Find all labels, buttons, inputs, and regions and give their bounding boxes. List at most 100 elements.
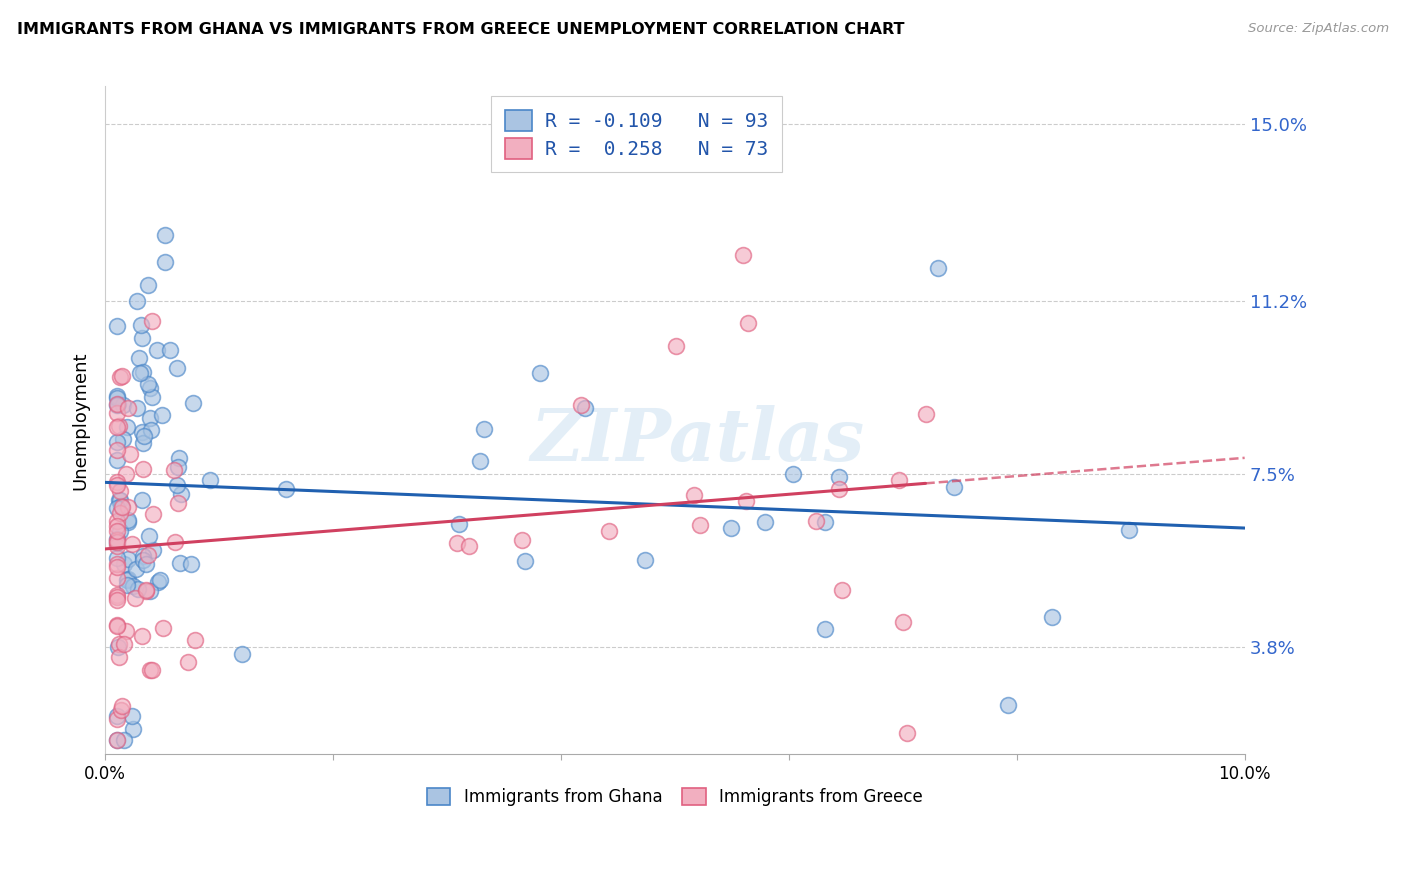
Point <box>105 524 128 539</box>
Point <box>105 590 128 604</box>
Point <box>121 709 143 723</box>
Point <box>598 524 620 538</box>
Point <box>141 663 163 677</box>
Point <box>155 227 177 242</box>
Point <box>135 582 157 597</box>
Point <box>828 483 851 497</box>
Point <box>828 470 851 484</box>
Point <box>831 583 853 598</box>
Point <box>115 420 138 434</box>
Point <box>105 570 128 584</box>
Point <box>108 650 131 665</box>
Point <box>734 493 756 508</box>
Point <box>169 557 191 571</box>
Point <box>107 640 129 654</box>
Point <box>105 539 128 553</box>
Point <box>117 572 139 586</box>
Point <box>117 401 139 416</box>
Point <box>889 474 911 488</box>
Legend: Immigrants from Ghana, Immigrants from Greece: Immigrants from Ghana, Immigrants from G… <box>420 781 929 813</box>
Point <box>107 397 129 411</box>
Text: ZIPatlas: ZIPatlas <box>530 405 865 475</box>
Point <box>110 483 132 498</box>
Point <box>105 709 128 723</box>
Point <box>529 366 551 380</box>
Point <box>105 519 128 533</box>
Point <box>139 381 162 395</box>
Point <box>105 550 128 565</box>
Point <box>120 447 142 461</box>
Point <box>446 536 468 550</box>
Point <box>131 436 153 450</box>
Point <box>111 500 134 514</box>
Point <box>105 593 128 607</box>
Point <box>139 423 162 437</box>
Point <box>513 553 536 567</box>
Point <box>110 499 132 513</box>
Point <box>814 622 837 636</box>
Point <box>132 549 155 563</box>
Point <box>141 314 163 328</box>
Point <box>139 411 162 425</box>
Point <box>942 480 965 494</box>
Point <box>112 557 135 571</box>
Point <box>927 261 949 276</box>
Point <box>141 391 163 405</box>
Point <box>110 507 132 521</box>
Point <box>665 339 688 353</box>
Point <box>184 632 207 647</box>
Point <box>110 493 132 508</box>
Point <box>163 463 186 477</box>
Point <box>115 578 138 592</box>
Point <box>1040 610 1063 624</box>
Point <box>114 624 136 638</box>
Point <box>131 629 153 643</box>
Point <box>574 401 596 415</box>
Point <box>112 637 135 651</box>
Point <box>720 521 742 535</box>
Point <box>105 396 128 410</box>
Point <box>110 369 132 384</box>
Point <box>110 703 132 717</box>
Point <box>105 443 128 458</box>
Point <box>105 452 128 467</box>
Point <box>177 655 200 669</box>
Point <box>167 459 190 474</box>
Point <box>683 488 706 502</box>
Text: IMMIGRANTS FROM GHANA VS IMMIGRANTS FROM GREECE UNEMPLOYMENT CORRELATION CHART: IMMIGRANTS FROM GHANA VS IMMIGRANTS FROM… <box>17 22 904 37</box>
Point <box>105 733 128 747</box>
Point <box>105 535 128 549</box>
Point <box>1118 523 1140 537</box>
Point <box>633 552 655 566</box>
Point <box>276 482 298 496</box>
Point <box>127 582 149 597</box>
Point <box>125 401 148 415</box>
Point <box>689 518 711 533</box>
Point <box>132 553 155 567</box>
Point <box>105 557 128 571</box>
Point <box>782 467 804 481</box>
Point <box>105 514 128 528</box>
Point <box>180 557 202 571</box>
Point <box>112 398 135 412</box>
Point <box>128 366 150 380</box>
Text: Source: ZipAtlas.com: Source: ZipAtlas.com <box>1249 22 1389 36</box>
Point <box>804 514 827 528</box>
Point <box>132 462 155 476</box>
Point <box>117 551 139 566</box>
Point <box>142 507 165 521</box>
Point <box>108 524 131 538</box>
Point <box>136 376 159 391</box>
Point <box>105 617 128 632</box>
Point <box>108 493 131 508</box>
Point <box>121 722 143 736</box>
Point <box>754 515 776 529</box>
Point <box>124 591 146 606</box>
Point <box>121 537 143 551</box>
Point <box>472 422 495 436</box>
Point <box>111 369 134 384</box>
Point <box>155 255 177 269</box>
Point <box>131 331 153 345</box>
Point <box>997 698 1019 712</box>
Point <box>131 425 153 440</box>
